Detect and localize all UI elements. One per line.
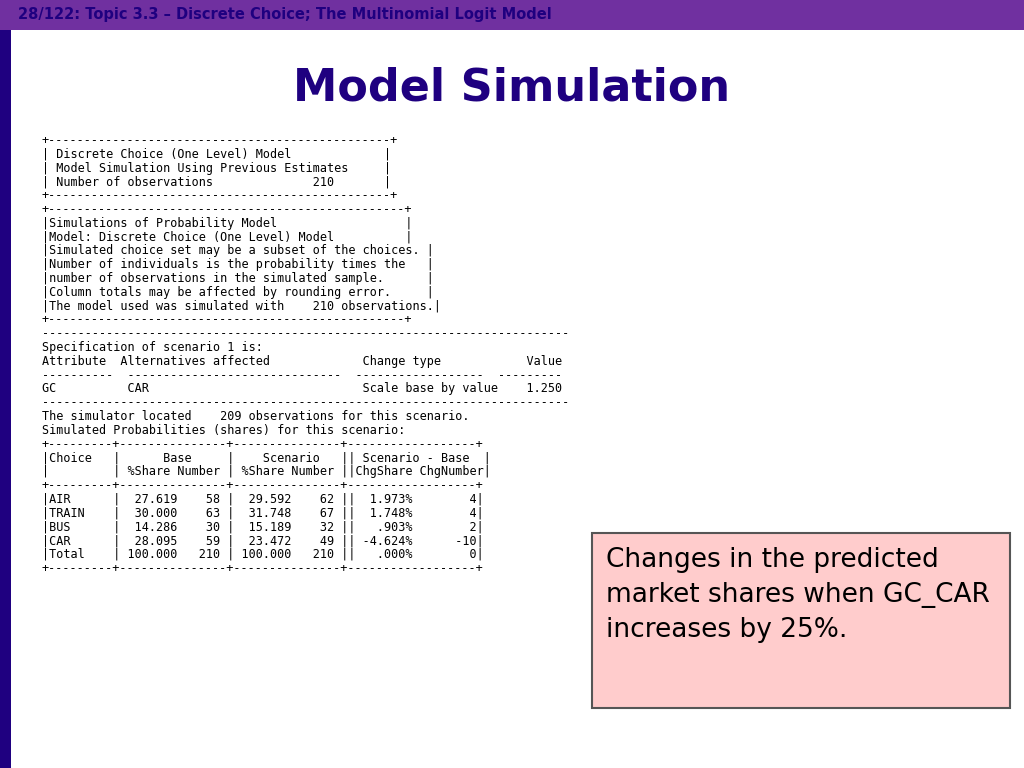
Text: |Column totals may be affected by rounding error.     |: |Column totals may be affected by roundi… [42,286,434,299]
Text: |AIR      |  27.619    58 |  29.592    62 ||  1.973%        4|: |AIR | 27.619 58 | 29.592 62 || 1.973% 4… [42,493,483,506]
Text: |BUS      |  14.286    30 |  15.189    32 ||   .903%        2|: |BUS | 14.286 30 | 15.189 32 || .903% 2| [42,521,483,534]
Text: | Model Simulation Using Previous Estimates     |: | Model Simulation Using Previous Estima… [42,161,391,174]
Text: +--------------------------------------------------+: +---------------------------------------… [42,203,413,216]
Text: +------------------------------------------------+: +---------------------------------------… [42,189,398,202]
Bar [0,0,1024,30]
Text: +---------+---------------+---------------+------------------+: +---------+---------------+-------------… [42,438,483,451]
Text: Simulated Probabilities (shares) for this scenario:: Simulated Probabilities (shares) for thi… [42,424,406,437]
Text: |Total    | 100.000   210 | 100.000   210 ||   .000%        0|: |Total | 100.000 210 | 100.000 210 || .0… [42,548,483,561]
Bar [592,533,1010,708]
Text: ----------  ------------------------------  ------------------  ---------: ---------- -----------------------------… [42,369,562,382]
Text: | Discrete Choice (One Level) Model             |: | Discrete Choice (One Level) Model | [42,147,391,161]
Text: Attribute  Alternatives affected             Change type            Value: Attribute Alternatives affected Change t… [42,355,562,368]
Text: |Simulations of Probability Model                  |: |Simulations of Probability Model | [42,217,413,230]
Text: |The model used was simulated with    210 observations.|: |The model used was simulated with 210 o… [42,300,441,313]
Text: |CAR      |  28.095    59 |  23.472    49 || -4.624%      -10|: |CAR | 28.095 59 | 23.472 49 || -4.624% … [42,535,483,548]
Text: |Simulated choice set may be a subset of the choices. |: |Simulated choice set may be a subset of… [42,244,434,257]
Text: |Number of individuals is the probability times the   |: |Number of individuals is the probabilit… [42,258,434,271]
Text: |Choice   |      Base     |    Scenario   || Scenario - Base  |: |Choice | Base | Scenario || Scenario - … [42,452,490,465]
Text: Changes in the predicted
market shares when GC_CAR
increases by 25%.: Changes in the predicted market shares w… [606,547,990,643]
Text: |number of observations in the simulated sample.      |: |number of observations in the simulated… [42,272,434,285]
Text: |TRAIN    |  30.000    63 |  31.748    67 ||  1.748%        4|: |TRAIN | 30.000 63 | 31.748 67 || 1.748%… [42,507,483,520]
Bar [0,30,11,768]
Text: Specification of scenario 1 is:: Specification of scenario 1 is: [42,341,263,354]
Text: +------------------------------------------------+: +---------------------------------------… [42,134,398,147]
Text: |         | %Share Number | %Share Number ||ChgShare ChgNumber|: | | %Share Number | %Share Number ||ChgS… [42,465,490,478]
Text: +---------+---------------+---------------+------------------+: +---------+---------------+-------------… [42,562,483,574]
Text: --------------------------------------------------------------------------: ----------------------------------------… [42,327,569,340]
Text: The simulator located    209 observations for this scenario.: The simulator located 209 observations f… [42,410,469,423]
Text: Model Simulation: Model Simulation [294,67,730,110]
Text: GC          CAR                              Scale base by value    1.250: GC CAR Scale base by value 1.250 [42,382,562,396]
Text: | Number of observations              210       |: | Number of observations 210 | [42,175,391,188]
Text: |Model: Discrete Choice (One Level) Model          |: |Model: Discrete Choice (One Level) Mode… [42,230,413,243]
Text: 28/122: Topic 3.3 – Discrete Choice; The Multinomial Logit Model: 28/122: Topic 3.3 – Discrete Choice; The… [18,8,552,22]
Text: +--------------------------------------------------+: +---------------------------------------… [42,313,413,326]
Text: --------------------------------------------------------------------------: ----------------------------------------… [42,396,569,409]
Text: +---------+---------------+---------------+------------------+: +---------+---------------+-------------… [42,479,483,492]
